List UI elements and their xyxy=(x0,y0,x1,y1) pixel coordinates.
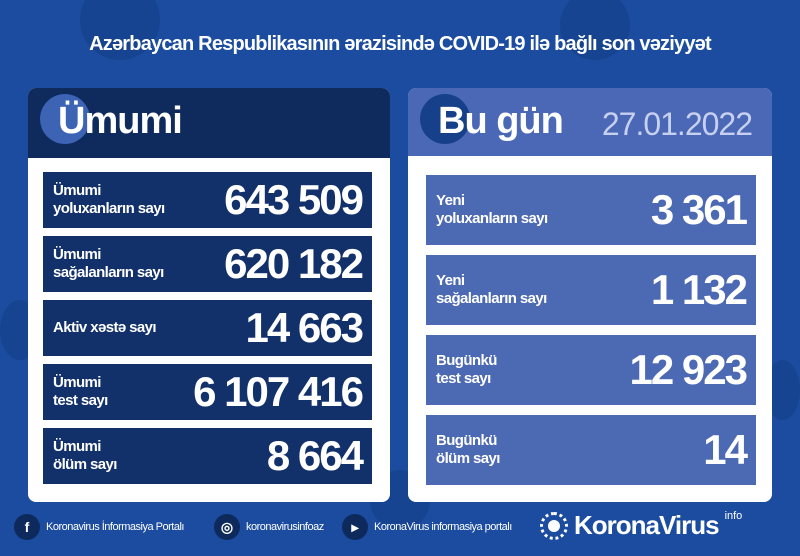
virus-icon xyxy=(40,94,90,144)
logo-sup: info xyxy=(724,510,743,522)
facebook-label: Koronavirus İnformasiya Portalı xyxy=(46,521,184,533)
stat-label: Aktiv xəstə sayı xyxy=(53,319,157,336)
total-panel: Ümumi Ümumi yoluxanların sayı 643 509 Ümumi… xyxy=(28,88,390,502)
virus-decoration xyxy=(560,0,630,60)
stat-row: Bugünkü test sayı 12 923 xyxy=(426,335,756,405)
stat-row: Ümumi test sayı 6 107 416 xyxy=(43,364,372,420)
stat-label: Ümumi test sayı xyxy=(53,374,108,409)
stat-row: Bugünkü ölüm sayı 14 xyxy=(426,415,756,485)
total-header: Ümumi xyxy=(28,88,390,158)
stat-value: 6 107 416 xyxy=(193,368,364,415)
instagram-link[interactable]: ◎ koronavirusinfoaz xyxy=(214,514,324,540)
stat-value: 14 663 xyxy=(245,304,364,351)
stat-label: Ümumi sağalanların sayı xyxy=(53,246,164,281)
today-header: Bu gün 27.01.2022 xyxy=(408,88,772,156)
stat-value: 1 132 xyxy=(650,266,748,313)
instagram-label: koronavirusinfoaz xyxy=(246,521,324,533)
stat-value: 3 361 xyxy=(650,186,748,233)
stat-row: Ümumi sağalanların sayı 620 182 xyxy=(43,236,372,292)
instagram-icon: ◎ xyxy=(214,514,240,540)
today-panel: Bu gün 27.01.2022 Yeni yoluxanların sayı 3… xyxy=(408,88,772,502)
stat-value: 620 182 xyxy=(224,240,364,287)
youtube-link[interactable]: ▸ KoronaVirus informasiya portalı xyxy=(342,514,512,540)
youtube-label: KoronaVirus informasiya portalı xyxy=(374,521,512,533)
stat-label: Bugünkü ölüm sayı xyxy=(436,432,500,467)
stat-value: 12 923 xyxy=(629,346,748,393)
stat-row: Ümumi yoluxanların sayı 643 509 xyxy=(43,172,372,228)
youtube-icon: ▸ xyxy=(342,514,368,540)
stat-label: Yeni sağalanların sayı xyxy=(436,272,547,307)
virus-icon xyxy=(420,94,470,144)
stat-label: Yeni yoluxanların sayı xyxy=(436,192,548,227)
footer: f Koronavirus İnformasiya Portalı ◎ korona… xyxy=(0,508,800,548)
koronavirus-logo: KoronaVirus info xyxy=(540,510,742,541)
stat-label: Bugünkü test sayı xyxy=(436,352,497,387)
logo-text: KoronaVirus xyxy=(574,510,720,540)
sun-icon xyxy=(540,511,568,540)
facebook-icon: f xyxy=(14,514,40,540)
stat-value: 14 xyxy=(703,426,748,473)
stat-value: 643 509 xyxy=(224,176,364,223)
stat-label: Ümumi ölüm sayı xyxy=(53,438,117,473)
total-heading: Ümumi xyxy=(58,100,183,142)
facebook-link[interactable]: f Koronavirus İnformasiya Portalı xyxy=(14,514,184,540)
stat-row: Yeni yoluxanların sayı 3 361 xyxy=(426,175,756,245)
stat-row: Yeni sağalanların sayı 1 132 xyxy=(426,255,756,325)
page-title: Azərbaycan Respublikasının ərazisində CO… xyxy=(89,33,712,55)
today-heading: Bu gün xyxy=(438,100,564,142)
date: 27.01.2022 xyxy=(601,106,753,142)
stat-row: Ümumi ölüm sayı 8 664 xyxy=(43,428,372,484)
stat-row: Aktiv xəstə sayı 14 663 xyxy=(43,300,372,356)
stat-value: 8 664 xyxy=(266,432,364,479)
stat-label: Ümumi yoluxanların sayı xyxy=(53,182,165,217)
